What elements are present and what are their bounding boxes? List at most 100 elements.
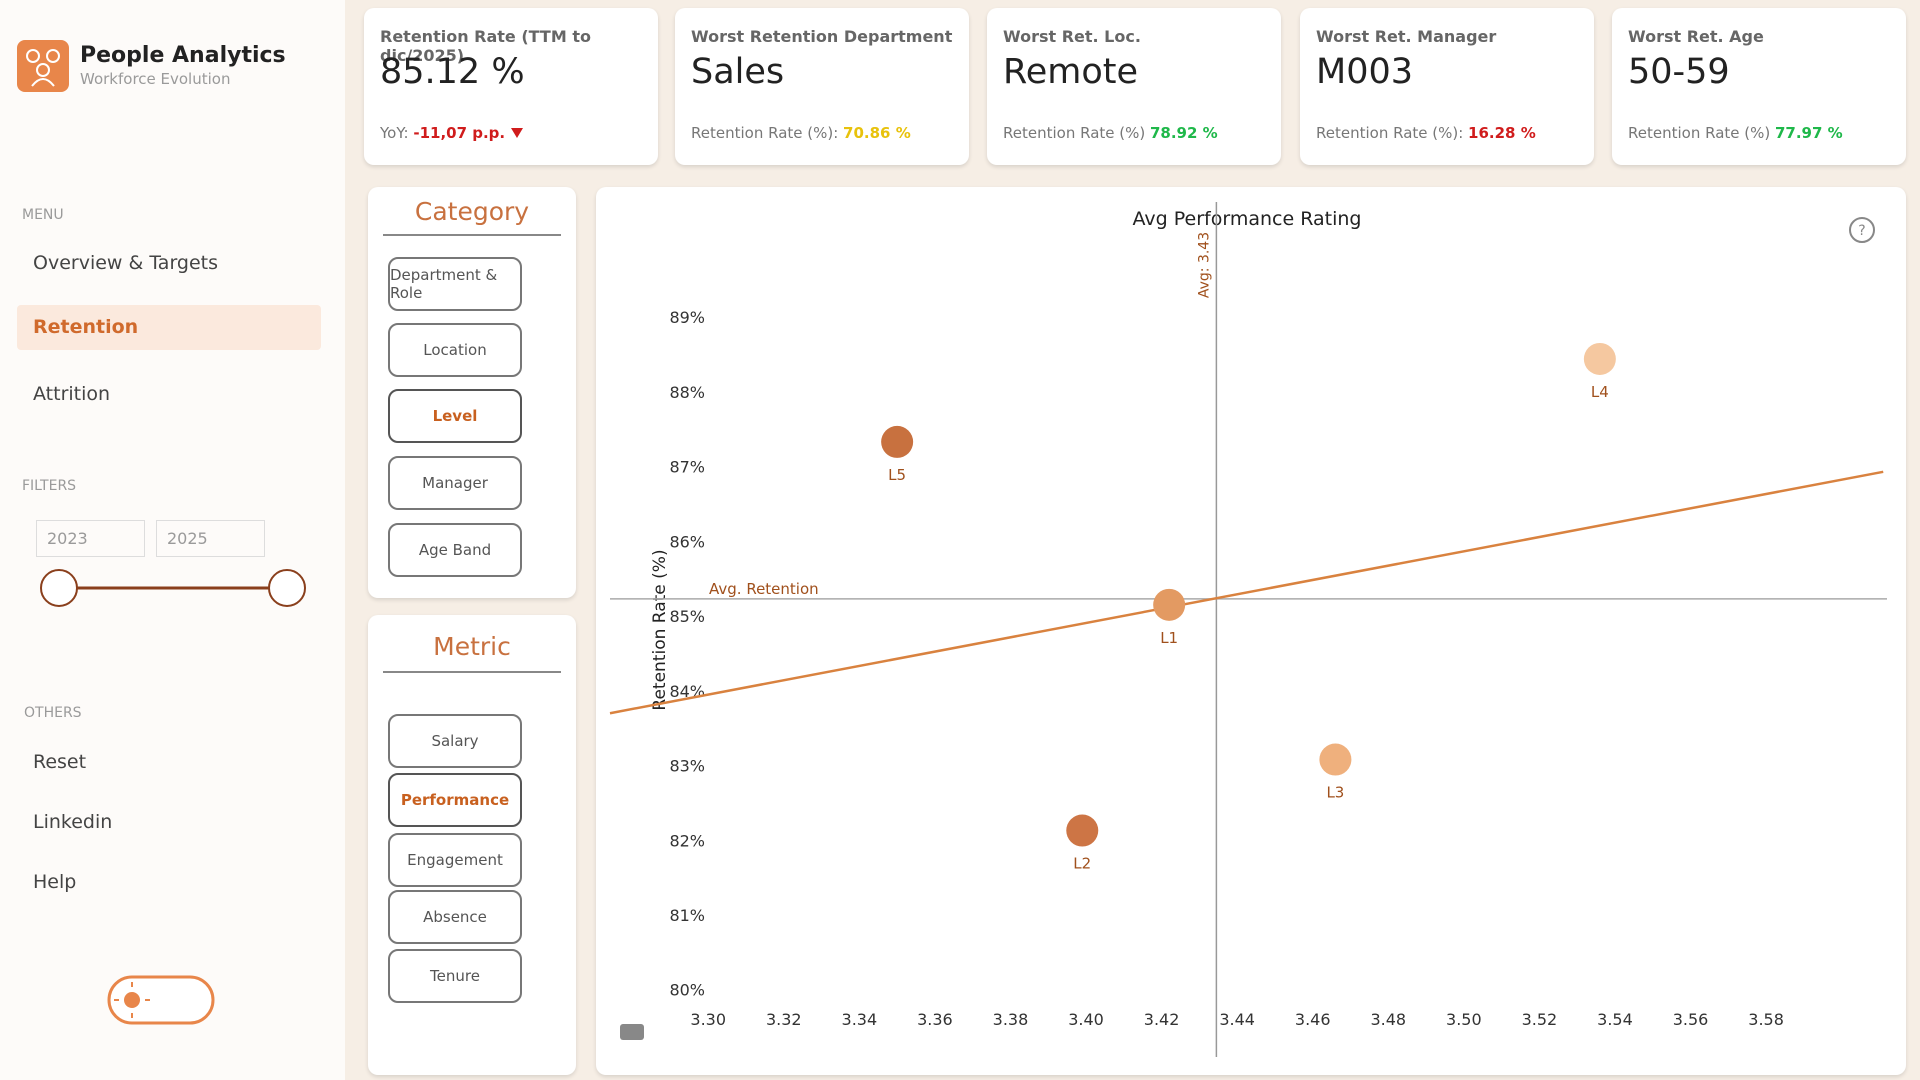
- avg-x-label: Avg: 3.43: [1196, 232, 1212, 298]
- kpi-sub: YoY: -11,07 p.p.: [380, 124, 524, 142]
- x-tick-label: 3.54: [1597, 1010, 1633, 1029]
- menu-highlight: [17, 305, 321, 350]
- kpi-title: Retention Rate (TTM to dic/2025): [380, 27, 591, 65]
- avg-y-label: Avg. Retention: [709, 580, 819, 598]
- kpi-card: Worst Retention Department Sales Retention…: [675, 8, 969, 165]
- divider: [383, 671, 561, 673]
- button[interactable]: Location: [388, 323, 522, 377]
- kpi-sub-label: Retention Rate (%): [1628, 124, 1775, 142]
- kpi-sub-value: 78.92 %: [1149, 124, 1218, 142]
- y-tick-label: 82%: [669, 831, 705, 850]
- kpi-card: Retention Rate (TTM to dic/2025) 85.12 % Y…: [364, 8, 658, 165]
- y-tick-label: 85%: [669, 607, 705, 626]
- point-label: L3: [1326, 784, 1344, 802]
- x-tick-label: 3.52: [1522, 1010, 1558, 1029]
- kpi-sub-label: YoY:: [380, 124, 414, 142]
- sidebar: People Analytics Workforce Evolution MEN…: [0, 0, 345, 1080]
- x-tick-label: 3.48: [1370, 1010, 1406, 1029]
- kpi-value: Remote: [1003, 52, 1139, 92]
- divider: [383, 234, 561, 236]
- section-heading: OTHERS: [24, 705, 82, 721]
- kpi-sub-label: Retention Rate (%):: [1316, 124, 1469, 142]
- panel-title: Metric: [433, 632, 511, 661]
- point: [1319, 743, 1352, 776]
- x-tick-label: 3.58: [1748, 1010, 1784, 1029]
- theme-toggle[interactable]: [106, 974, 218, 1028]
- logo: [17, 40, 69, 92]
- kpi-sub-value: 70.86 %: [843, 124, 911, 142]
- x-tick-label: 3.30: [690, 1010, 726, 1029]
- x-tick-label: 3.56: [1673, 1010, 1709, 1029]
- range-slider[interactable]: [30, 565, 320, 615]
- kpi-value: 50-59: [1628, 52, 1730, 92]
- x-tick-label: 3.36: [917, 1010, 953, 1029]
- point-label: L4: [1591, 383, 1609, 401]
- point-label: L5: [888, 466, 906, 484]
- point-label: L1: [1160, 629, 1178, 647]
- kpi-title: Worst Ret. Manager: [1316, 27, 1497, 46]
- kpi-sub: Retention Rate (%): 70.86 %: [691, 124, 911, 142]
- x-tick-label: 3.42: [1144, 1010, 1180, 1029]
- point-label: L2: [1073, 855, 1091, 873]
- kpi-sub-label: Retention Rate (%): [1003, 124, 1150, 142]
- chart-panel: [596, 187, 1906, 1075]
- button[interactable]: Salary: [388, 714, 522, 768]
- filter-to[interactable]: 2025: [156, 520, 265, 557]
- button[interactable]: Level: [388, 389, 522, 443]
- button[interactable]: Absence: [388, 890, 522, 944]
- y-tick-label: 80%: [669, 981, 705, 1000]
- y-tick-label: 86%: [669, 532, 705, 551]
- chart-menu-icon[interactable]: [620, 1024, 644, 1040]
- y-tick-label: 81%: [669, 906, 705, 925]
- button[interactable]: Performance: [388, 773, 522, 827]
- button[interactable]: Department & Role: [388, 257, 522, 311]
- menu-item[interactable]: Overview & Targets: [33, 252, 219, 274]
- kpi-sub: Retention Rate (%) 77.97 %: [1628, 124, 1843, 142]
- x-tick-label: 3.32: [766, 1010, 802, 1029]
- menu-item-active[interactable]: Retention: [33, 316, 139, 338]
- kpi-sub: Retention Rate (%) 78.92 %: [1003, 124, 1218, 142]
- x-tick-label: 3.40: [1068, 1010, 1104, 1029]
- x-tick-label: 3.38: [993, 1010, 1029, 1029]
- menu-item[interactable]: Attrition: [33, 383, 111, 405]
- kpi-title: Worst Ret. Loc.: [1003, 27, 1141, 46]
- button[interactable]: Age Band: [388, 523, 522, 577]
- kpi-sub-label: Retention Rate (%):: [691, 124, 844, 142]
- kpi-value: 85.12 %: [380, 52, 525, 92]
- kpi-value: Sales: [691, 52, 785, 92]
- kpi-sub-value: -11,07 p.p.: [413, 124, 506, 142]
- button[interactable]: Tenure: [388, 949, 522, 1003]
- y-tick-label: 87%: [669, 458, 705, 477]
- kpi-sub-value: 16.28 %: [1468, 124, 1536, 142]
- y-axis-label: Retention Rate (%): [650, 549, 670, 710]
- y-tick-label: 88%: [669, 383, 705, 402]
- help-icon[interactable]: [1849, 217, 1875, 243]
- x-tick-label: 3.44: [1219, 1010, 1255, 1029]
- chart-title: Avg Performance Rating: [1133, 208, 1362, 230]
- kpi-value: M003: [1316, 52, 1414, 92]
- down-arrow: [511, 128, 524, 138]
- category-panel: Category Department & Role Location Level M…: [368, 187, 576, 598]
- section-heading: FILTERS: [22, 478, 77, 494]
- metric-panel: Metric Salary Performance Engagement Absenc…: [368, 615, 576, 1075]
- kpi-card: Worst Ret. Age 50-59 Retention Rate (%) 77…: [1612, 8, 1906, 165]
- trendline: [609, 470, 1884, 715]
- help-icon-glyph: ?: [1858, 223, 1865, 239]
- x-tick-label: 3.46: [1295, 1010, 1331, 1029]
- link[interactable]: Reset: [33, 751, 87, 773]
- x-tick-label: 3.50: [1446, 1010, 1482, 1029]
- x-tick-label: 3.34: [842, 1010, 878, 1029]
- link[interactable]: Help: [33, 871, 77, 893]
- point: [1583, 342, 1616, 375]
- point: [881, 425, 914, 458]
- kpi-title: Worst Retention Department: [691, 27, 953, 46]
- link[interactable]: Linkedin: [33, 811, 113, 833]
- kpi-card: Worst Ret. Manager M003 Retention Rate (%)…: [1300, 8, 1594, 165]
- button[interactable]: Manager: [388, 456, 522, 510]
- button[interactable]: Engagement: [388, 833, 522, 887]
- filter-from[interactable]: 2023: [36, 520, 145, 557]
- kpi-card: Worst Ret. Loc. Remote Retention Rate (%) …: [987, 8, 1281, 165]
- panel-title: Category: [414, 197, 530, 226]
